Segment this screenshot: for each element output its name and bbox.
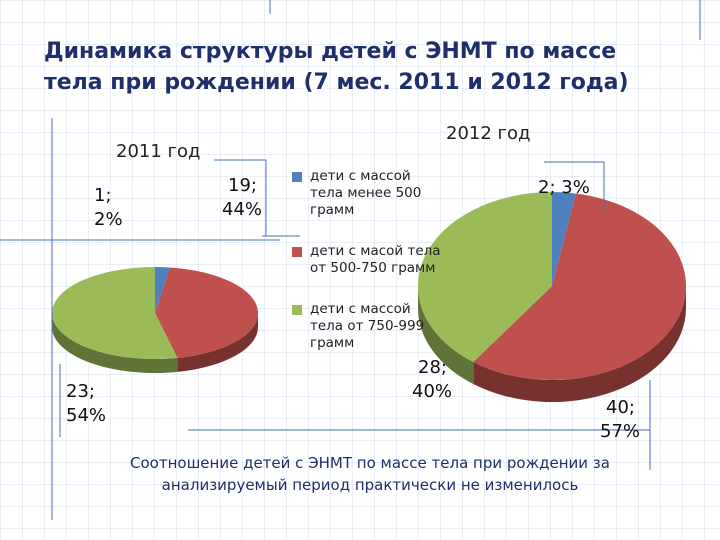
- slide-title-line-2: тела при рождении (7 мес. 2011 и 2012 го…: [44, 70, 629, 95]
- data-label-2011-500-750: 19; 44%: [222, 174, 262, 222]
- legend: дети с массой тела менее 500 грамм дети …: [292, 168, 442, 376]
- data-label-value: 28;: [418, 357, 447, 378]
- pie-2012-slice-0: [552, 192, 576, 286]
- data-label-percent: 54%: [66, 405, 107, 426]
- footer-line-1: Соотношение детей с ЭНМТ по массе тела п…: [130, 454, 610, 472]
- legend-item-under500: дети с массой тела менее 500 грамм: [292, 168, 442, 219]
- chart-title-2011: 2011 год: [116, 141, 201, 162]
- slide-title: Динамика структуры детей с ЭНМТ по массе…: [44, 36, 684, 98]
- label-frames: [0, 0, 701, 520]
- pie-2011-slice-2: [51, 267, 178, 359]
- pie-2011-slice-side-2: [52, 313, 178, 373]
- data-label-percent: 40%: [412, 381, 453, 402]
- legend-item-label: дети с массой тела менее 500 грамм: [310, 168, 422, 218]
- data-label-percent: 44%: [222, 199, 263, 220]
- pie-2012-slice-side-1: [473, 286, 686, 403]
- pie-chart-2012: [417, 192, 687, 403]
- pie-2011-slice-1: [155, 267, 258, 358]
- pie-2012-slice-2: [417, 192, 552, 363]
- pie-2011-slice-side-1: [177, 313, 258, 372]
- pie-2011-slice-0: [155, 267, 170, 313]
- data-label-value: 19;: [228, 175, 257, 196]
- legend-item-750-999: дети с массой тела от 750-999 грамм: [292, 301, 442, 352]
- legend-item-500-750: дети с масой тела от 500-750 грамм: [292, 243, 442, 277]
- pie-2012-slice-1: [473, 193, 687, 380]
- data-label-value: 1;: [94, 185, 112, 206]
- data-label-2011-under500: 1; 2%: [94, 184, 123, 232]
- chart-title-2012: 2012 год: [446, 123, 531, 144]
- legend-swatch-green: [292, 305, 302, 315]
- data-label-2012-under500: 2; 3%: [538, 176, 590, 200]
- legend-item-label: дети с масой тела от 500-750 грамм: [310, 243, 441, 276]
- pie-chart-2011: [51, 267, 258, 373]
- legend-swatch-red: [292, 247, 302, 257]
- data-label-value: 2;: [538, 177, 556, 198]
- footer-caption: Соотношение детей с ЭНМТ по массе тела п…: [70, 452, 670, 496]
- footer-line-2: анализируемый период практически не изме…: [161, 476, 579, 494]
- legend-item-label: дети с массой тела от 750-999 грамм: [310, 301, 425, 351]
- pie-2012-slice-side-2: [418, 286, 474, 385]
- legend-swatch-blue: [292, 172, 302, 182]
- data-label-percent: 2%: [94, 209, 123, 230]
- data-label-percent: 57%: [600, 421, 641, 442]
- slide-title-line-1: Динамика структуры детей с ЭНМТ по массе: [44, 39, 617, 64]
- data-label-2012-750-999: 28; 40%: [410, 356, 452, 404]
- frame-line-1: [214, 159, 267, 236]
- data-label-value: 40;: [606, 397, 635, 418]
- frame-line-4: [544, 161, 605, 212]
- data-label-percent: 3%: [561, 177, 590, 198]
- data-label-2011-750-999: 23; 54%: [66, 380, 106, 428]
- data-label-2012-500-750: 40; 57%: [600, 396, 640, 444]
- data-label-value: 23;: [66, 381, 95, 402]
